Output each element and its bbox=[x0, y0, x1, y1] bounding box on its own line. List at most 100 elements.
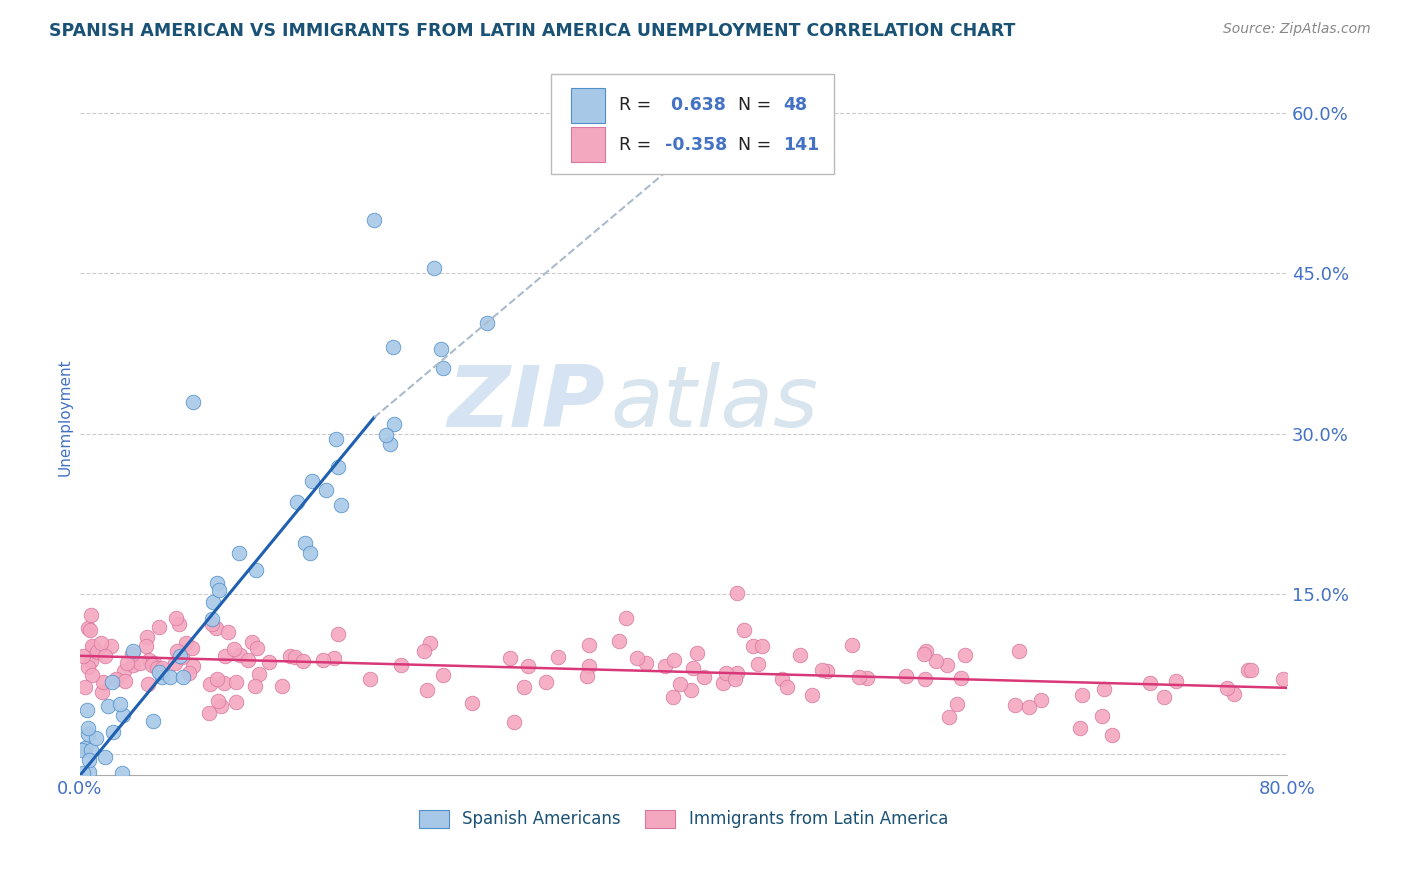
Point bbox=[114, 674, 136, 689]
Point bbox=[1153, 690, 1175, 704]
Point bbox=[416, 682, 439, 697]
Point bbox=[389, 658, 412, 673]
Point bbox=[80, 639, 103, 653]
Point bbox=[159, 670, 181, 684]
Point bbox=[682, 661, 704, 675]
Point bbox=[79, 624, 101, 638]
Point bbox=[294, 536, 316, 550]
Point bbox=[205, 672, 228, 686]
Point bbox=[136, 630, 159, 644]
Point bbox=[77, 727, 100, 741]
Point bbox=[72, 766, 94, 780]
Point bbox=[1070, 688, 1092, 702]
Point bbox=[115, 657, 138, 671]
Text: 0.638: 0.638 bbox=[665, 96, 725, 114]
Point bbox=[75, 741, 97, 756]
Point bbox=[382, 417, 405, 432]
Point bbox=[201, 612, 224, 626]
Point bbox=[96, 699, 118, 714]
Point bbox=[363, 212, 385, 227]
Point bbox=[578, 638, 600, 652]
Point bbox=[169, 648, 191, 663]
Point bbox=[135, 639, 157, 653]
Point bbox=[179, 666, 201, 681]
Text: -0.358: -0.358 bbox=[665, 136, 727, 153]
Point bbox=[212, 675, 235, 690]
Point bbox=[112, 664, 135, 678]
Point bbox=[547, 649, 569, 664]
Point bbox=[925, 654, 948, 668]
Point bbox=[1240, 664, 1263, 678]
Text: 141: 141 bbox=[783, 136, 820, 153]
Point bbox=[284, 650, 307, 665]
Point bbox=[122, 658, 145, 673]
Point bbox=[789, 648, 811, 663]
Point bbox=[575, 668, 598, 682]
Y-axis label: Unemployment: Unemployment bbox=[58, 359, 73, 476]
Point bbox=[170, 650, 193, 665]
Point bbox=[167, 617, 190, 632]
Point bbox=[278, 649, 301, 664]
Point bbox=[419, 635, 441, 649]
Point bbox=[245, 640, 267, 655]
Point bbox=[1237, 663, 1260, 677]
Point bbox=[205, 621, 228, 635]
Point bbox=[723, 672, 745, 686]
Point bbox=[815, 665, 838, 679]
Point bbox=[912, 648, 935, 662]
Point bbox=[301, 474, 323, 488]
Point bbox=[101, 725, 124, 739]
Point bbox=[1029, 693, 1052, 707]
Point bbox=[432, 360, 454, 375]
Point bbox=[77, 622, 100, 636]
Point bbox=[936, 657, 959, 672]
FancyBboxPatch shape bbox=[571, 127, 605, 162]
Point bbox=[733, 623, 755, 637]
Point bbox=[578, 659, 600, 673]
Point bbox=[662, 690, 685, 705]
Point bbox=[76, 703, 98, 717]
Point bbox=[136, 677, 159, 691]
Text: SPANISH AMERICAN VS IMMIGRANTS FROM LATIN AMERICA UNEMPLOYMENT CORRELATION CHART: SPANISH AMERICAN VS IMMIGRANTS FROM LATI… bbox=[49, 22, 1015, 40]
Text: Source: ZipAtlas.com: Source: ZipAtlas.com bbox=[1223, 22, 1371, 37]
Point bbox=[138, 652, 160, 666]
Point bbox=[949, 671, 972, 685]
Point bbox=[150, 670, 173, 684]
Point bbox=[747, 657, 769, 672]
Point bbox=[82, 668, 104, 682]
Text: ZIP: ZIP bbox=[447, 362, 605, 445]
Point bbox=[225, 675, 247, 690]
Point bbox=[298, 546, 321, 560]
Point bbox=[200, 677, 222, 691]
Point bbox=[412, 644, 434, 658]
Point bbox=[382, 340, 405, 354]
Point bbox=[165, 656, 187, 670]
Point bbox=[90, 685, 112, 699]
Point bbox=[222, 641, 245, 656]
Point bbox=[79, 608, 101, 623]
Point bbox=[1004, 698, 1026, 712]
Point bbox=[94, 749, 117, 764]
Text: N =: N = bbox=[738, 96, 776, 114]
Point bbox=[166, 643, 188, 657]
Point bbox=[82, 640, 104, 654]
Point bbox=[202, 595, 225, 609]
Text: N =: N = bbox=[738, 136, 776, 153]
Point bbox=[811, 663, 834, 677]
Point bbox=[725, 666, 748, 681]
Point bbox=[359, 672, 381, 686]
Point bbox=[662, 653, 685, 667]
Point bbox=[423, 260, 446, 275]
Point bbox=[1101, 727, 1123, 741]
Point bbox=[894, 669, 917, 683]
Point bbox=[1094, 681, 1116, 696]
Point bbox=[626, 650, 648, 665]
Point bbox=[86, 645, 108, 659]
Point bbox=[70, 743, 93, 757]
Point bbox=[143, 656, 166, 670]
Point bbox=[121, 647, 143, 661]
Point bbox=[654, 658, 676, 673]
Point bbox=[101, 675, 124, 690]
Point bbox=[228, 546, 250, 560]
Point bbox=[142, 714, 165, 728]
